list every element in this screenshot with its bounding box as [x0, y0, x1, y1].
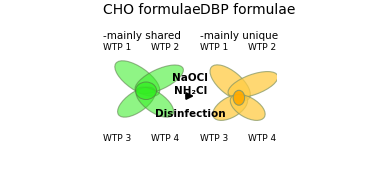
Ellipse shape	[228, 72, 278, 98]
Ellipse shape	[213, 94, 248, 120]
Ellipse shape	[136, 82, 156, 100]
Ellipse shape	[135, 65, 183, 94]
Text: NaOCl: NaOCl	[172, 73, 208, 83]
Ellipse shape	[118, 87, 155, 117]
Text: DBP formulae: DBP formulae	[200, 3, 296, 17]
Text: -mainly unique: -mainly unique	[200, 31, 279, 41]
Text: -mainly shared: -mainly shared	[103, 31, 181, 41]
Text: WTP 4: WTP 4	[151, 134, 180, 143]
Text: Disinfection: Disinfection	[155, 109, 226, 119]
Text: WTP 3: WTP 3	[103, 134, 132, 143]
Text: WTP 2: WTP 2	[151, 43, 180, 53]
Ellipse shape	[230, 94, 265, 120]
Text: WTP 3: WTP 3	[200, 134, 229, 143]
Ellipse shape	[233, 90, 245, 105]
Text: WTP 1: WTP 1	[200, 43, 229, 53]
Text: WTP 2: WTP 2	[248, 43, 276, 53]
Ellipse shape	[210, 65, 250, 101]
Text: WTP 4: WTP 4	[248, 134, 276, 143]
Ellipse shape	[136, 87, 174, 117]
Text: NH₂Cl: NH₂Cl	[174, 86, 207, 96]
Ellipse shape	[115, 61, 160, 96]
Text: CHO formulae: CHO formulae	[103, 3, 201, 17]
Text: WTP 1: WTP 1	[103, 43, 132, 53]
